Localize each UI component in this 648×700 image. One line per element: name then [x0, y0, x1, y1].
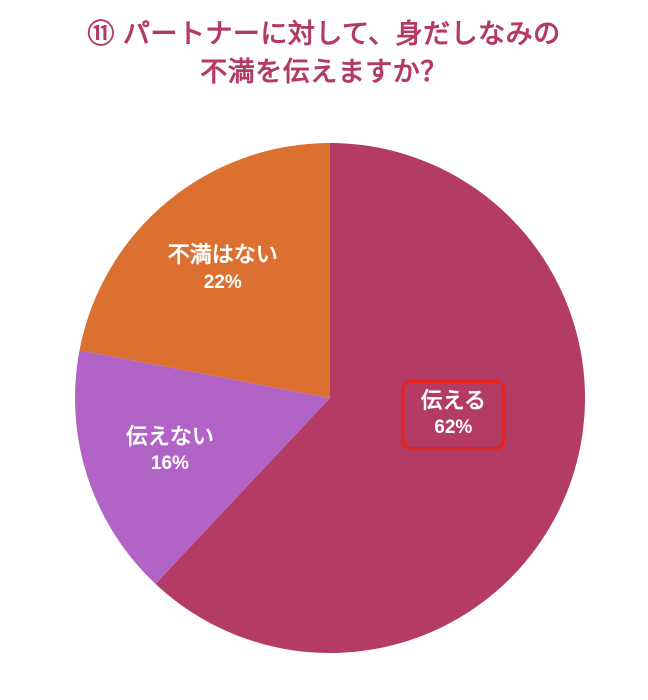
chart-title-line1: ⑪ パートナーに対して、身だしなみの: [87, 19, 561, 49]
slice-label: 伝えない 16%: [126, 424, 214, 476]
chart-title-line2: 不満を伝えますか？: [200, 56, 448, 87]
pie-slice-3: [79, 143, 331, 398]
slice-percentage: 22%: [203, 271, 242, 293]
slice-name: 伝えない: [125, 423, 214, 449]
chart-title: ⑪ パートナーに対して、身だしなみの 不満を伝えますか？: [0, 16, 648, 92]
slice-name: 伝える: [420, 387, 486, 413]
slice-label-highlighted: 伝える 62%: [401, 379, 505, 450]
slice-percentage: 62%: [434, 417, 473, 439]
slice-label: 不満はない 22%: [168, 242, 278, 294]
pie-slice-1: [155, 143, 585, 653]
slice-percentage: 16%: [150, 453, 189, 475]
slice-name: 不満はない: [167, 242, 278, 268]
pie-slice-2: [75, 350, 330, 584]
